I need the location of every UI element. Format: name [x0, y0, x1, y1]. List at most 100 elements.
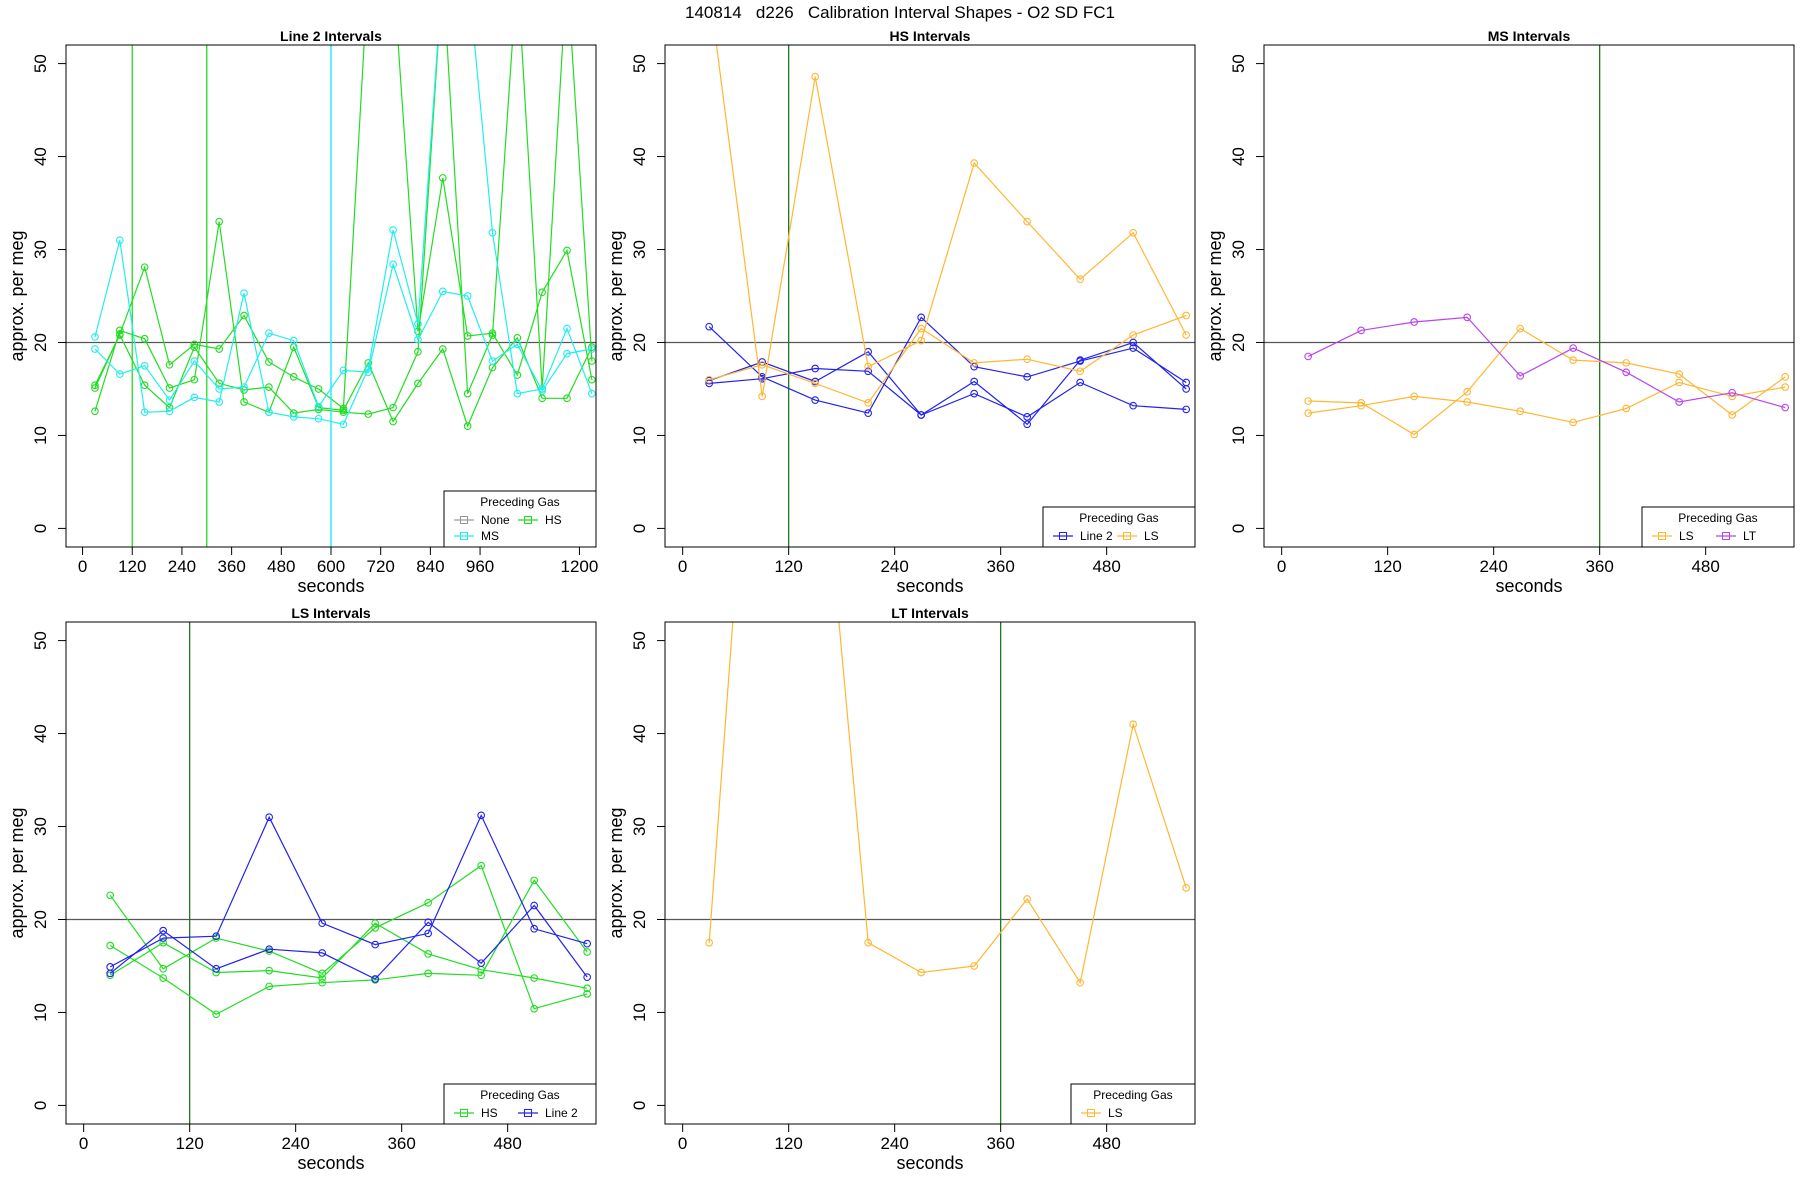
- data-point: [588, 357, 596, 365]
- data-point: [1076, 275, 1085, 284]
- data-point: [563, 394, 571, 403]
- data-point: [240, 398, 248, 406]
- data-point: [488, 331, 497, 339]
- data-point: [106, 963, 115, 971]
- data-point: [240, 289, 248, 298]
- data-point: [917, 324, 926, 333]
- data-point: [538, 394, 547, 403]
- x-tick-label: 480: [267, 557, 295, 576]
- x-tick-label: 360: [387, 1134, 415, 1153]
- y-tick-label: 10: [31, 1003, 50, 1022]
- data-point: [705, 938, 714, 947]
- data-point: [1675, 378, 1684, 387]
- data-point: [759, 219, 766, 226]
- legend-swatch-marker: [460, 516, 468, 524]
- data-point: [1622, 368, 1631, 377]
- series-line: [94, 45, 593, 425]
- y-tick-label: 0: [630, 524, 649, 533]
- data-point: [318, 974, 327, 982]
- plot-area: [1264, 45, 1794, 547]
- data-point: [1023, 895, 1032, 903]
- data-point: [371, 923, 380, 932]
- data-point: [91, 333, 99, 341]
- figure-title: 140814 d226 Calibration Interval Shapes …: [685, 3, 1115, 22]
- plot-area: [66, 622, 596, 1124]
- data-point: [463, 422, 472, 430]
- data-point: [314, 402, 323, 411]
- x-tick-label: 0: [678, 1134, 687, 1153]
- data-point: [414, 335, 422, 344]
- data-point: [530, 1004, 539, 1013]
- data-point: [970, 962, 979, 970]
- legend-swatch-marker: [524, 516, 532, 524]
- panel-title: LS Intervals: [291, 605, 371, 621]
- data-point: [1516, 372, 1525, 380]
- plot-frame: [65, 621, 597, 1125]
- x-tick-label: 120: [175, 1134, 203, 1153]
- legend-entry-label: HS: [545, 513, 562, 527]
- data-point: [1357, 401, 1366, 410]
- data-point: [190, 357, 199, 365]
- series-line: [715, 45, 1187, 397]
- legend-swatch-marker: [460, 532, 468, 540]
- data-point: [212, 1010, 221, 1019]
- legend-box: [1070, 1083, 1196, 1125]
- data-point: [588, 389, 596, 398]
- data-point: [463, 389, 472, 398]
- legend: Preceding Gas LS: [1070, 1083, 1196, 1125]
- plot-area: [665, 219, 1195, 1124]
- legend-entry-label: LS: [1679, 529, 1694, 543]
- data-point: [530, 876, 539, 885]
- x-tick-label: 360: [217, 557, 245, 576]
- data-point: [91, 381, 99, 390]
- x-tick-label: 240: [281, 1134, 309, 1153]
- y-tick-label: 50: [31, 54, 50, 73]
- data-point: [1410, 318, 1419, 326]
- x-tick-label: 240: [880, 1134, 908, 1153]
- data-point: [530, 924, 539, 933]
- series-line: [708, 622, 1187, 985]
- data-point: [477, 959, 486, 968]
- panel-title: Line 2 Intervals: [280, 28, 382, 44]
- data-point: [389, 260, 397, 269]
- data-point: [91, 407, 99, 416]
- legend-box: [1641, 506, 1795, 548]
- legend-title: Preceding Gas: [1678, 511, 1757, 525]
- data-point: [91, 345, 99, 353]
- data-point: [1129, 720, 1138, 729]
- y-tick-label: 0: [1229, 524, 1248, 533]
- data-point: [265, 329, 273, 338]
- series-ms: [91, 260, 596, 411]
- data-point: [414, 379, 422, 388]
- series-line-2: [106, 811, 592, 971]
- data-point: [190, 393, 199, 402]
- data-point: [1569, 356, 1578, 364]
- y-tick-label: 40: [31, 147, 50, 166]
- data-point: [583, 973, 592, 981]
- legend-swatch-marker: [460, 1109, 468, 1117]
- plot-frame: [664, 621, 1196, 1125]
- legend-entry-label: LS: [1108, 1106, 1123, 1120]
- data-point: [513, 340, 522, 349]
- data-point: [1129, 344, 1138, 352]
- y-tick-label: 10: [630, 1003, 649, 1022]
- x-tick-label: 120: [774, 1134, 802, 1153]
- data-point: [318, 969, 327, 978]
- data-point: [811, 72, 820, 81]
- x-tick-label: 480: [1691, 557, 1719, 576]
- data-point: [811, 379, 820, 388]
- data-point: [1516, 324, 1525, 333]
- x-tick-label: 0: [678, 557, 687, 576]
- data-point: [1129, 401, 1138, 410]
- data-point: [917, 968, 926, 977]
- data-point: [265, 966, 274, 975]
- legend-entry-label: Line 2: [545, 1106, 578, 1120]
- data-point: [140, 361, 149, 370]
- data-point: [215, 345, 224, 353]
- y-tick-label: 50: [31, 631, 50, 650]
- plot-area: [66, 45, 596, 547]
- data-point: [265, 945, 274, 954]
- data-point: [1569, 418, 1578, 427]
- data-point: [1463, 313, 1472, 322]
- data-point: [1023, 420, 1032, 429]
